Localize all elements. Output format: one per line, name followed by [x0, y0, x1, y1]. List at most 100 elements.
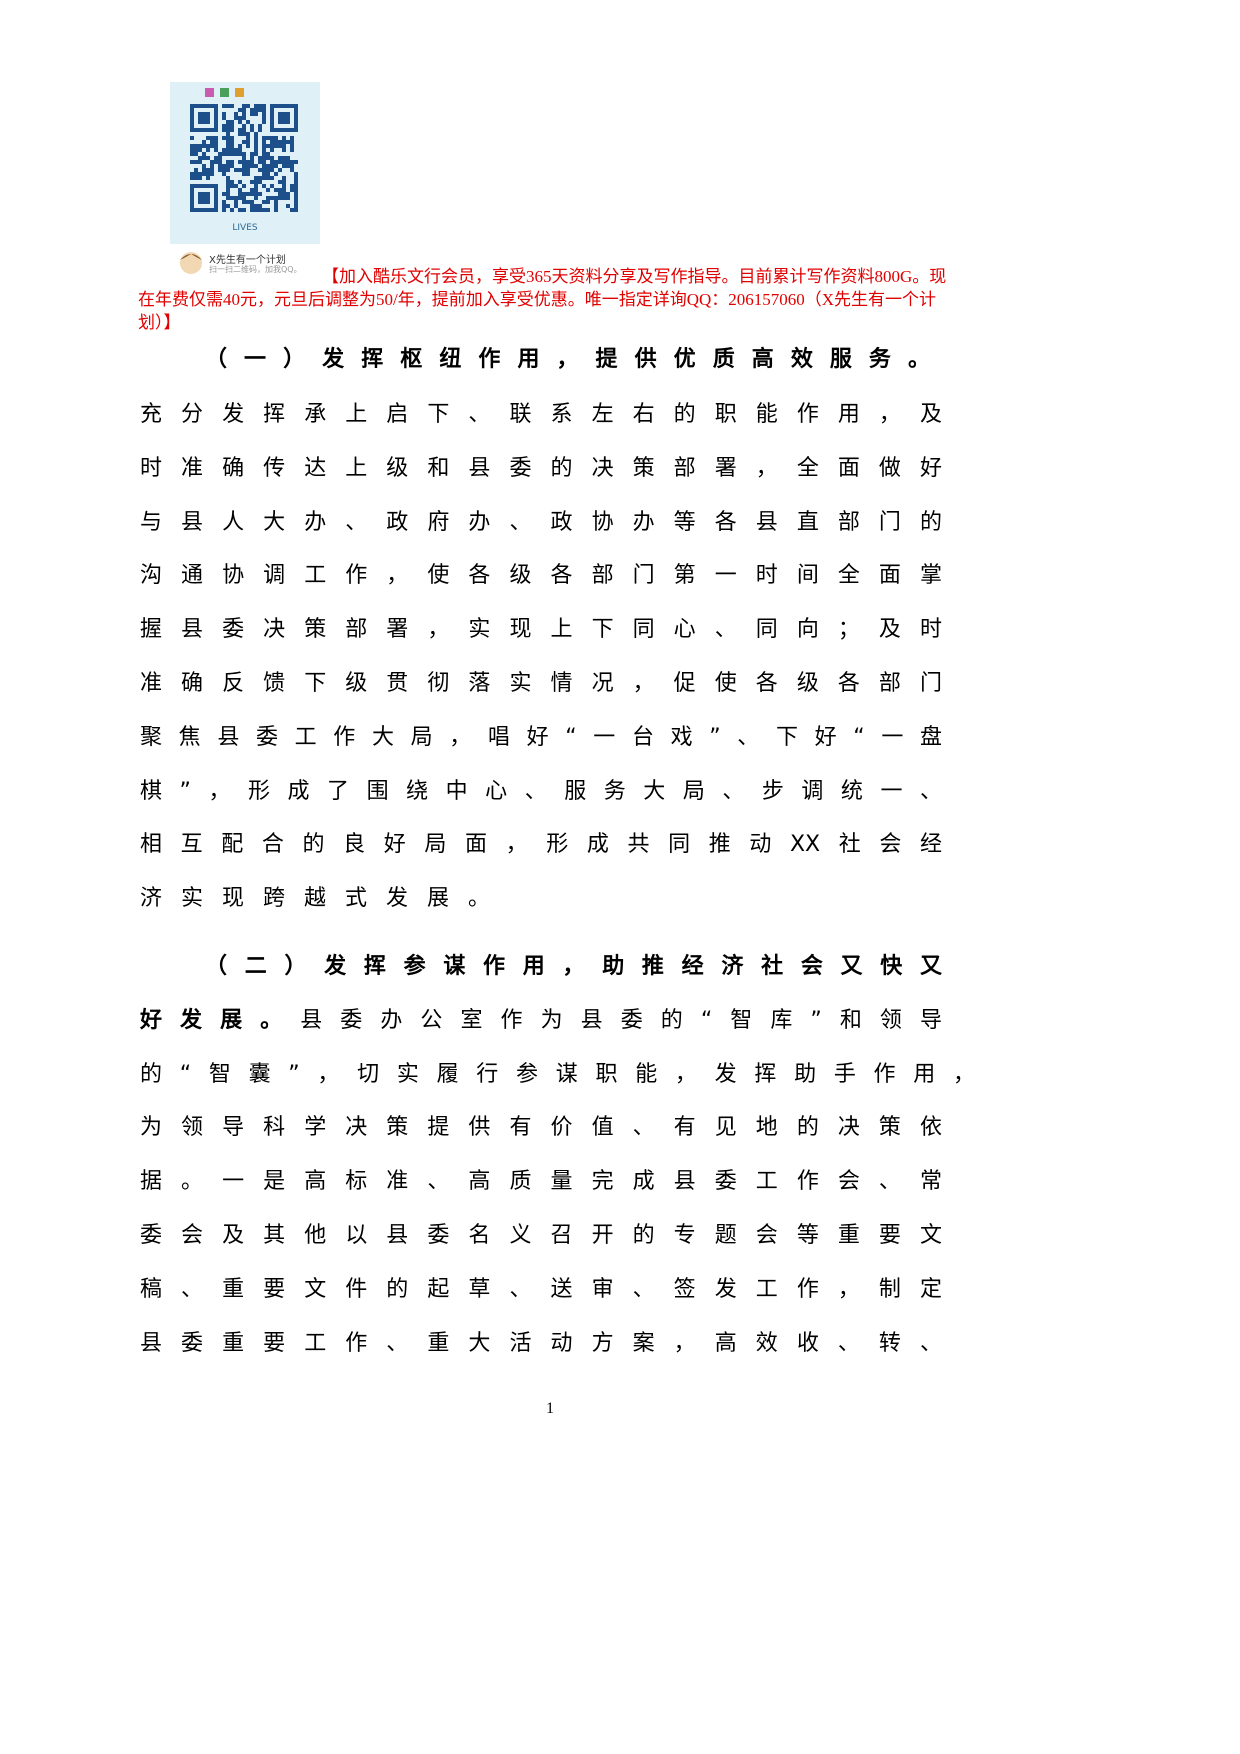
qr-module: [278, 192, 282, 196]
avatar: [180, 252, 202, 274]
qr-module: [266, 144, 270, 148]
qr-module: [194, 152, 198, 156]
qr-module: [222, 168, 226, 172]
body-line: 委会及其他以县委名义召开的专题会等重要文: [140, 1223, 942, 1248]
qr-module: [246, 140, 250, 144]
qr-module: [250, 164, 254, 168]
qr-module: [242, 208, 246, 212]
qr-module: [238, 152, 242, 156]
qr-module: [234, 112, 238, 116]
qr-module: [246, 164, 250, 168]
qr-module: [242, 172, 246, 176]
qr-module: [266, 188, 270, 192]
qr-module: [246, 104, 250, 108]
qr-module: [190, 136, 194, 140]
qr-module: [262, 168, 266, 172]
qr-module: [242, 124, 246, 128]
qr-module: [230, 144, 234, 148]
qr-module: [194, 168, 198, 172]
qr-module: [274, 208, 278, 212]
qr-module: [254, 152, 258, 156]
qr-module: [230, 208, 234, 212]
qr-module: [238, 188, 242, 192]
qr-module: [270, 196, 274, 200]
qr-module: [250, 128, 254, 132]
qr-module: [266, 152, 270, 156]
qr-module: [214, 136, 218, 140]
qr-module: [258, 168, 262, 172]
qr-module: [274, 164, 278, 168]
qr-module: [238, 108, 242, 112]
qr-module: [258, 192, 262, 196]
qr-module: [262, 136, 266, 140]
body-line: 握县委决策部署，实现上下同心、同向；及时: [140, 617, 942, 643]
qr-module: [278, 160, 282, 164]
qr-module: [294, 204, 298, 208]
qr-module: [294, 184, 298, 188]
qr-module: [234, 184, 238, 188]
qr-module: [210, 144, 214, 148]
qr-module: [274, 172, 278, 176]
qr-module: [194, 172, 198, 176]
qr-module: [262, 200, 266, 204]
body-line: 县委重要工作、重大活动方案，高效收、转、: [140, 1330, 942, 1356]
qr-module: [254, 164, 258, 168]
qr-module: [262, 152, 266, 156]
qr-module: [254, 196, 258, 200]
qr-module: [210, 160, 214, 164]
qr-module: [262, 184, 266, 188]
qr-module: [290, 164, 294, 168]
qr-module: [262, 120, 266, 124]
qr-module: [202, 152, 206, 156]
qr-module: [218, 164, 222, 168]
qr-module: [250, 204, 254, 208]
body-line: 好发展。县委办公室作为县委的“智库”和领导: [140, 1006, 942, 1036]
qr-module: [242, 160, 246, 164]
qr-module: [250, 192, 254, 196]
qr-module: [242, 108, 246, 112]
qr-module: [226, 160, 230, 164]
qr-module: [270, 184, 274, 188]
qr-module: [230, 136, 234, 140]
qr-module: [286, 164, 290, 168]
qr-module: [282, 184, 286, 188]
qr-module: [230, 180, 234, 184]
qr-module: [226, 136, 230, 140]
qr-module: [246, 200, 250, 204]
qr-module: [294, 180, 298, 184]
qr-module: [262, 208, 266, 212]
qr-module: [254, 180, 258, 184]
qr-module: [250, 180, 254, 184]
qr-module: [226, 128, 230, 132]
qr-module: [286, 196, 290, 200]
qr-module: [218, 160, 222, 164]
qr-code: LIVES: [170, 82, 320, 244]
qr-module: [250, 152, 254, 156]
qr-module: [210, 172, 214, 176]
qr-module: [282, 188, 286, 192]
qr-module: [250, 112, 254, 116]
qr-module: [282, 160, 286, 164]
qr-caption-name: X先生有一个计划: [209, 255, 286, 266]
qr-module: [282, 140, 286, 144]
qr-module: [242, 156, 246, 160]
qr-module: [290, 136, 294, 140]
qr-module: [198, 156, 202, 160]
qr-module: [266, 168, 270, 172]
qr-module: [198, 160, 202, 164]
qr-decoration: [235, 88, 244, 97]
qr-module: [254, 148, 258, 152]
qr-module: [282, 196, 286, 200]
qr-module: [254, 136, 258, 140]
qr-module: [266, 136, 270, 140]
qr-module: [206, 156, 210, 160]
body-line: 的“智囊”，切实履行参谋职能，发挥助手作用，: [140, 1061, 975, 1087]
qr-module: [242, 132, 246, 136]
qr-module: [230, 124, 234, 128]
qr-module: [214, 148, 218, 152]
qr-module: [266, 200, 270, 204]
qr-module: [270, 144, 274, 148]
qr-module: [258, 160, 262, 164]
qr-module: [238, 148, 242, 152]
qr-module: [238, 180, 242, 184]
